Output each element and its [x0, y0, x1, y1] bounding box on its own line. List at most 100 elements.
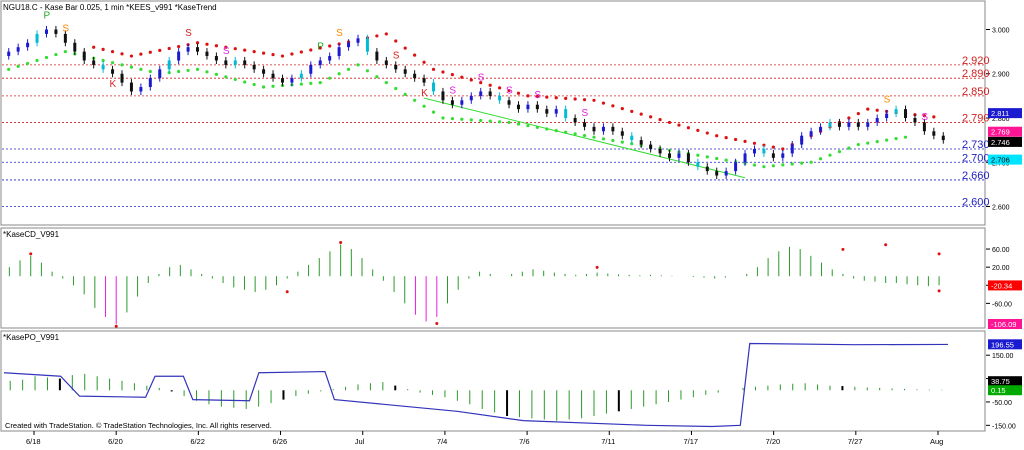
kasecd-value-box: [988, 280, 1022, 291]
price-bar-body: [375, 51, 379, 61]
price-bar-body: [847, 122, 851, 127]
kasepo-value-box-label: 196.55: [991, 340, 1014, 349]
trend-dot-down: [92, 45, 96, 49]
trend-dot-up: [403, 92, 407, 96]
trend-dot-up: [195, 67, 200, 71]
signal-label: S: [62, 24, 69, 35]
trend-dot-down: [167, 46, 171, 51]
trend-dot-up: [781, 163, 785, 167]
trend-dot-down: [686, 126, 691, 130]
kasecd-value-box-label: -20.34: [991, 281, 1012, 290]
signal-label: S: [336, 28, 343, 39]
trend-dot-up: [479, 118, 483, 123]
price-bar-body: [677, 153, 681, 158]
price-level-label: 2.700: [962, 152, 990, 164]
price-bar-body: [328, 56, 332, 61]
trend-dot-up: [771, 164, 775, 168]
trend-dot-down: [554, 96, 558, 100]
trend-dot-down: [101, 47, 105, 52]
trend-dot-down: [705, 131, 709, 135]
trend-dot-down: [243, 48, 247, 52]
price-value-box-label: 2.811: [991, 109, 1009, 118]
price-bar-body: [73, 42, 77, 52]
signal-label: S: [582, 108, 589, 119]
trend-dot-up: [611, 138, 615, 143]
trend-dot-up: [63, 50, 67, 54]
x-axis-tick-label: 6/18: [26, 437, 41, 446]
trend-dot-up: [422, 104, 426, 108]
trend-dot-down: [280, 54, 285, 58]
trend-dot-up: [110, 61, 115, 65]
trend-dot-up: [375, 75, 379, 79]
kasepo-value-box: [988, 376, 1022, 387]
trend-dot-up: [545, 127, 549, 131]
price-panel-frame: [0, 0, 986, 226]
price-bar-body: [668, 153, 672, 158]
price-bar-body: [564, 109, 568, 118]
signal-label: S: [393, 50, 400, 61]
price-bar-body: [290, 78, 294, 83]
trend-dot-down: [328, 44, 332, 48]
trend-dot-up: [394, 86, 398, 91]
trend-dot-up: [262, 85, 266, 89]
trend-dot-down: [715, 134, 719, 138]
kasepo-value-box-label: 0.15: [991, 386, 1006, 395]
kasecd-title: *KaseCD_V991: [3, 230, 60, 239]
trend-dot-down: [866, 107, 870, 111]
signal-label: P: [43, 10, 50, 21]
price-y-tick-label: 3.000: [992, 27, 1010, 34]
trend-dot-down: [526, 94, 530, 98]
trend-dot-down: [450, 73, 454, 77]
price-level-label: 2.920: [962, 55, 990, 67]
price-bar-body: [139, 87, 143, 92]
price-bar-body: [904, 109, 908, 118]
price-bar-body: [498, 95, 502, 101]
trend-dot-up: [309, 81, 313, 85]
trend-dot-down: [158, 48, 162, 52]
trend-dot-up: [818, 157, 823, 161]
signal-label: S: [478, 72, 485, 83]
price-bar-body: [384, 60, 388, 65]
price-y-tick-label: 2.600: [992, 205, 1010, 212]
price-bar-body: [394, 64, 398, 70]
price-bar-body: [7, 51, 11, 57]
kasecd-value-box-label: -106.09: [991, 320, 1016, 329]
x-axis-tick-label: 6/26: [273, 437, 288, 446]
kasecd-marker: [937, 289, 941, 293]
price-bar-body: [554, 109, 558, 114]
trend-dot-down: [535, 94, 539, 99]
price-bar-body: [111, 69, 115, 74]
price-bar-body: [167, 60, 171, 70]
trend-dot-down: [309, 48, 313, 52]
trend-dot-down: [139, 52, 143, 56]
trend-dot-up: [356, 63, 360, 67]
price-bar-body: [318, 60, 322, 65]
price-bar-body: [243, 60, 247, 65]
price-bar-body: [177, 51, 181, 61]
price-bar-body: [347, 42, 351, 48]
trend-dot-down: [262, 51, 266, 55]
trend-dot-up: [554, 129, 558, 133]
trend-dot-down: [422, 60, 426, 64]
price-bar-body: [271, 73, 275, 79]
trend-dot-up: [488, 119, 492, 123]
price-bar-body: [516, 104, 520, 110]
trend-dot-down: [743, 139, 747, 143]
trend-dot-down: [847, 116, 851, 120]
trend-dot-up: [337, 72, 341, 76]
trend-dot-up: [705, 155, 709, 159]
trend-dot-down: [488, 83, 492, 87]
kasecd-marker: [841, 247, 845, 251]
kasecd-y-tick-label: -60.00: [992, 301, 1012, 308]
trend-dot-up: [186, 68, 190, 73]
symbol-header: NGU18.C - Kase Bar 0.025, 1 min *KEES_v9…: [3, 3, 217, 12]
trend-dot-up: [129, 65, 134, 69]
trend-dot-down: [658, 118, 662, 122]
price-bar-body: [922, 122, 926, 132]
trend-dot-down: [507, 88, 511, 93]
x-axis-tick-label: 6/22: [190, 437, 205, 446]
trend-dot-up: [715, 156, 719, 161]
kasepo-y-tick-label: -50.00: [992, 400, 1012, 407]
kasecd-marker: [285, 290, 289, 294]
price-bar-body: [734, 162, 738, 172]
